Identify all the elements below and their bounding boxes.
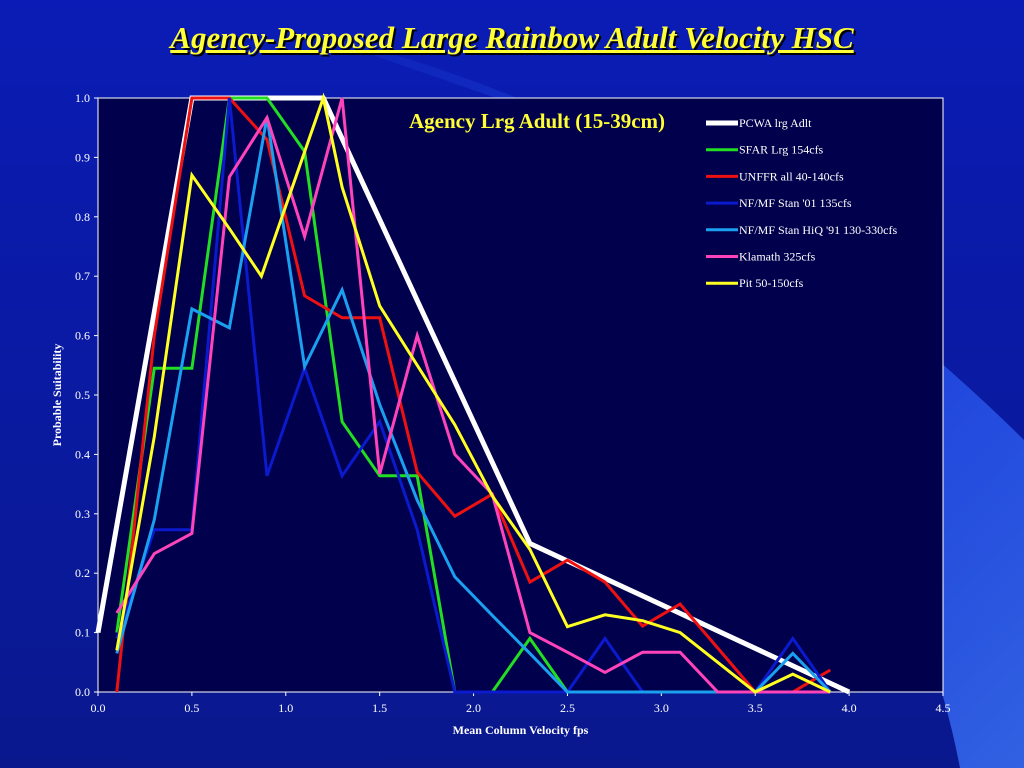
x-tick-label: 1.5 xyxy=(372,701,387,715)
x-tick-label: 4.0 xyxy=(842,701,857,715)
y-tick-label: 0.4 xyxy=(75,447,90,461)
series-line-6 xyxy=(115,97,831,694)
legend-label: PCWA lrg Adlt xyxy=(739,116,812,130)
y-tick-label: 0.9 xyxy=(75,150,90,164)
series-line-7 xyxy=(115,92,831,694)
legend-label: UNFFR all 40-140cfs xyxy=(739,169,844,183)
y-tick-label: 0.7 xyxy=(75,269,90,283)
y-tick-label: 0.5 xyxy=(75,388,90,402)
y-tick-label: 0.6 xyxy=(75,329,90,343)
y-tick-label: 0.8 xyxy=(75,210,90,224)
y-tick-label: 0.3 xyxy=(75,507,90,521)
series-line-5 xyxy=(115,116,832,694)
x-tick-label: 2.0 xyxy=(466,701,481,715)
slide-title: Agency-Proposed Large Rainbow Adult Velo… xyxy=(170,20,854,55)
x-tick-label: 0.5 xyxy=(184,701,199,715)
legend-label: Klamath 325cfs xyxy=(739,250,816,264)
y-tick-label: 0.1 xyxy=(75,626,90,640)
y-tick-label: 0.2 xyxy=(75,566,90,580)
legend-label: NF/MF Stan '01 135cfs xyxy=(739,196,852,210)
legend-label: Pit 50-150cfs xyxy=(739,276,804,290)
x-tick-label: 4.5 xyxy=(936,701,951,715)
series-line-3 xyxy=(115,96,832,694)
legend-label: NF/MF Stan HiQ '91 130-330cfs xyxy=(739,223,897,237)
y-tick-label: 1.0 xyxy=(75,91,90,105)
x-tick-label: 3.0 xyxy=(654,701,669,715)
x-tick-label: 0.0 xyxy=(91,701,106,715)
x-tick-label: 2.5 xyxy=(560,701,575,715)
x-axis-label: Mean Column Velocity fps xyxy=(453,723,589,737)
y-tick-label: 0.0 xyxy=(75,685,90,699)
x-tick-label: 3.5 xyxy=(748,701,763,715)
y-axis-label: Probable Suitability xyxy=(50,344,64,447)
legend-label: SFAR Lrg 154cfs xyxy=(739,143,824,157)
chart-title: Agency Lrg Adult (15-39cm) xyxy=(409,109,665,133)
x-tick-label: 1.0 xyxy=(278,701,293,715)
